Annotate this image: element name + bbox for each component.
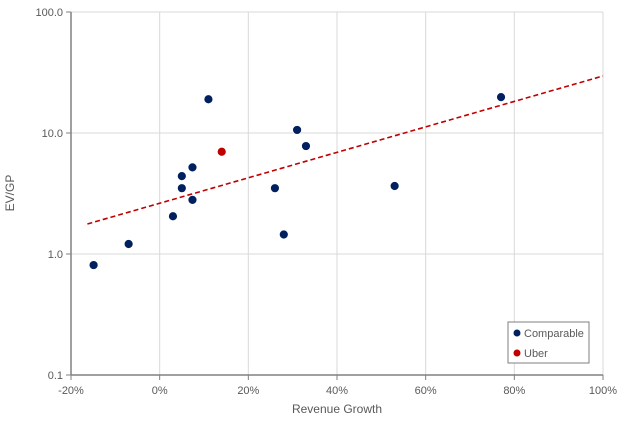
legend-label-uber: Uber xyxy=(524,348,548,360)
x-tick-label: -20% xyxy=(58,385,84,397)
point-comparable xyxy=(278,229,289,240)
x-tick-label: 40% xyxy=(326,385,348,397)
legend-box xyxy=(507,321,590,364)
y-tick-label: 10.0 xyxy=(42,128,63,140)
x-tick-label: 100% xyxy=(589,385,617,397)
x-tick-label: 60% xyxy=(415,385,437,397)
point-comparable xyxy=(292,125,303,135)
axes xyxy=(66,11,604,380)
point-comparable xyxy=(270,183,280,194)
gridlines xyxy=(71,11,604,375)
point-comparable xyxy=(176,171,187,182)
x-tick-label: 80% xyxy=(503,385,525,397)
point-comparable xyxy=(389,181,400,191)
y-axis-label: EV/GP xyxy=(3,175,17,212)
point-comparable xyxy=(88,260,99,270)
data-points xyxy=(88,92,506,270)
point-comparable xyxy=(203,94,214,105)
point-uber xyxy=(216,146,227,157)
point-comparable xyxy=(168,211,178,222)
point-comparable xyxy=(123,239,134,249)
x-axis-label: Revenue Growth xyxy=(292,402,382,416)
legend-label-comparable: Comparable xyxy=(524,328,584,340)
legend-marker-uber xyxy=(513,349,521,357)
y-tick-label: 0.1 xyxy=(48,370,63,382)
legend: Comparable Uber xyxy=(507,321,590,364)
y-tick-label: 100.0 xyxy=(35,7,63,19)
tick-labels: -20% 0% 20% 40% 60% 80% 100% 0.1 1.0 10.0 100.0 xyxy=(35,7,617,397)
point-comparable xyxy=(176,183,187,194)
point-comparable xyxy=(187,162,198,173)
point-comparable xyxy=(187,194,198,205)
x-tick-label: 0% xyxy=(152,385,168,397)
y-tick-label: 1.0 xyxy=(48,249,63,261)
point-comparable xyxy=(496,92,506,103)
legend-marker-comparable xyxy=(513,329,521,337)
point-comparable xyxy=(301,141,311,151)
x-tick-label: 20% xyxy=(237,385,259,397)
trendline xyxy=(87,75,604,225)
trendline-group xyxy=(87,75,604,225)
